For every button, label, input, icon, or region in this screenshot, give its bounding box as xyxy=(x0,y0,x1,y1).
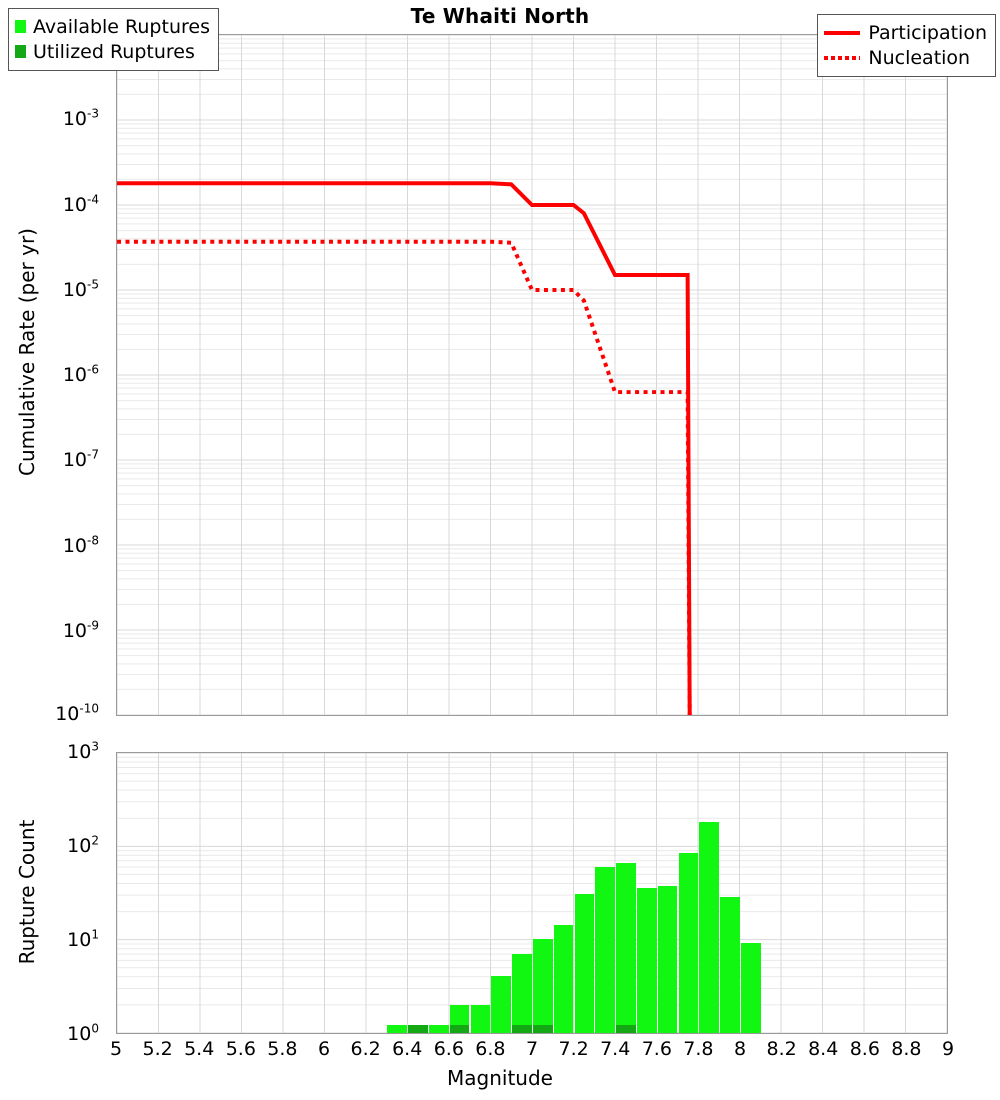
legend-item-participation[interactable]: Participation xyxy=(824,20,987,45)
histogram-bar xyxy=(658,886,678,1033)
x-tick-label: 6.2 xyxy=(350,1038,380,1060)
top-legend[interactable]: Participation Nucleation xyxy=(817,14,996,77)
x-tick-label: 5.4 xyxy=(184,1038,214,1060)
histogram-bar xyxy=(575,894,595,1033)
participation-line-icon xyxy=(824,31,860,35)
legend-label-nucleation: Nucleation xyxy=(868,47,970,69)
nucleation-dotted-line-icon xyxy=(824,56,860,60)
y-tick-label: 10-3 xyxy=(63,108,108,130)
rupture-count-plot[interactable] xyxy=(116,752,948,1034)
histogram-bar xyxy=(429,1025,449,1033)
top-y-axis-title: Cumulative Rate (per yr) xyxy=(15,182,39,522)
x-tick-label: 6.8 xyxy=(475,1038,505,1060)
y-tick-label: 102 xyxy=(67,835,108,857)
x-tick-label: 8.8 xyxy=(891,1038,921,1060)
x-tick-label: 8.6 xyxy=(850,1038,880,1060)
x-tick-label: 7.8 xyxy=(683,1038,713,1060)
legend-label-participation: Participation xyxy=(868,22,987,44)
histogram-bar xyxy=(471,1005,491,1033)
histogram-bar xyxy=(720,897,740,1033)
histogram-bar xyxy=(491,976,511,1033)
utilized-ruptures-swatch-icon xyxy=(15,45,26,58)
cumulative-rate-plot[interactable] xyxy=(116,34,948,716)
histogram-bar xyxy=(679,853,699,1033)
y-tick-label: 10-8 xyxy=(63,535,108,557)
available-ruptures-swatch-icon xyxy=(15,20,26,33)
histogram-bar xyxy=(637,888,657,1033)
y-tick-label: 10-5 xyxy=(63,279,108,301)
histogram-bar-utilized xyxy=(616,1025,636,1033)
histogram-bar xyxy=(616,863,636,1033)
histogram-bar-utilized xyxy=(533,1025,553,1033)
histogram-bar xyxy=(450,1005,470,1033)
legend-label-utilized: Utilized Ruptures xyxy=(33,41,195,63)
y-tick-label: 100 xyxy=(67,1023,108,1045)
rupture-histogram xyxy=(117,753,947,1033)
y-tick-label: 10-7 xyxy=(63,449,108,471)
x-tick-label: 9 xyxy=(942,1038,954,1060)
x-tick-label: 8 xyxy=(734,1038,746,1060)
legend-item-available[interactable]: Available Ruptures xyxy=(15,14,210,39)
x-tick-label: 7.2 xyxy=(558,1038,588,1060)
y-tick-label: 103 xyxy=(67,741,108,763)
curve-participation xyxy=(117,183,690,715)
y-tick-label: 10-9 xyxy=(63,620,108,642)
x-tick-label: 6.6 xyxy=(434,1038,464,1060)
histogram-bar xyxy=(512,954,532,1033)
mfd-curves xyxy=(117,35,947,715)
y-tick-label: 10-6 xyxy=(63,364,108,386)
x-tick-label: 6 xyxy=(318,1038,330,1060)
curve-nucleation xyxy=(117,242,690,715)
bottom-y-axis-title: Rupture Count xyxy=(15,762,39,1022)
legend-item-nucleation[interactable]: Nucleation xyxy=(824,45,987,70)
legend-label-available: Available Ruptures xyxy=(33,16,210,38)
histogram-bar xyxy=(533,939,553,1033)
x-tick-label: 5.6 xyxy=(226,1038,256,1060)
bottom-legend[interactable]: Available Ruptures Utilized Ruptures xyxy=(8,8,219,71)
y-tick-label: 10-4 xyxy=(63,194,108,216)
x-axis-title: Magnitude xyxy=(0,1066,1000,1090)
histogram-bar-utilized xyxy=(408,1025,428,1033)
histogram-bar-utilized xyxy=(512,1025,532,1033)
y-tick-label: 101 xyxy=(67,929,108,951)
x-tick-label: 7 xyxy=(526,1038,538,1060)
histogram-bar xyxy=(741,943,761,1033)
x-tick-label: 6.4 xyxy=(392,1038,422,1060)
histogram-bar xyxy=(699,822,719,1033)
histogram-bar xyxy=(554,925,574,1033)
x-tick-label: 8.2 xyxy=(766,1038,796,1060)
histogram-bar-utilized xyxy=(450,1025,470,1033)
histogram-bar xyxy=(387,1025,407,1033)
x-tick-label: 5.2 xyxy=(142,1038,172,1060)
x-tick-label: 7.4 xyxy=(600,1038,630,1060)
legend-item-utilized[interactable]: Utilized Ruptures xyxy=(15,39,210,64)
histogram-bar xyxy=(408,1025,428,1033)
x-tick-label: 5.8 xyxy=(267,1038,297,1060)
histogram-bar xyxy=(595,867,615,1033)
x-tick-label: 5 xyxy=(110,1038,122,1060)
x-tick-label: 7.6 xyxy=(642,1038,672,1060)
y-tick-label: 10-10 xyxy=(55,703,108,725)
x-tick-label: 8.4 xyxy=(808,1038,838,1060)
